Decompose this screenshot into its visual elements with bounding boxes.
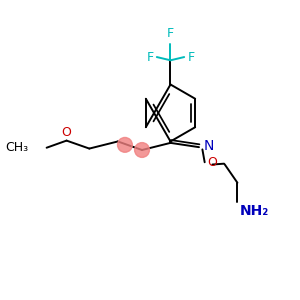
Text: NH₂: NH₂ [240,204,269,218]
Text: F: F [146,50,153,64]
Text: N: N [203,139,214,153]
Text: CH₃: CH₃ [5,141,28,154]
Circle shape [118,137,132,152]
Text: O: O [208,156,218,169]
Circle shape [135,142,149,158]
Text: O: O [61,126,71,139]
Text: F: F [167,27,174,40]
Text: F: F [188,50,195,64]
